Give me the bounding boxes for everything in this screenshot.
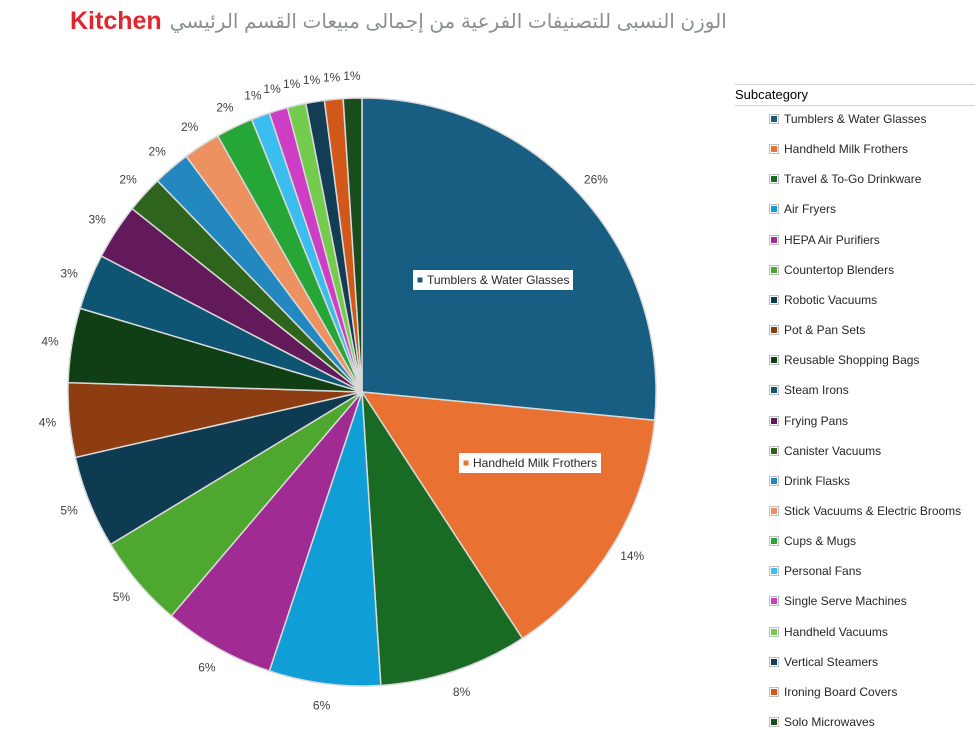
legend-swatch xyxy=(769,355,779,366)
legend-swatch xyxy=(769,234,779,245)
legend-swatch xyxy=(769,686,779,697)
legend-swatch xyxy=(769,415,779,426)
title-highlight: Kitchen xyxy=(70,6,162,35)
legend-label: Reusable Shopping Bags xyxy=(784,353,920,368)
pct-label-ironing-board-covers: 1% xyxy=(323,70,341,84)
pct-label-air-fryers: 6% xyxy=(313,698,331,712)
legend-item-reusable-shopping-bags: Reusable Shopping Bags xyxy=(769,352,920,368)
legend-label: Tumblers & Water Glasses xyxy=(784,112,927,126)
legend-swatch xyxy=(769,264,779,275)
pie-slice-solo-microwaves xyxy=(342,97,363,393)
pct-label-single-serve-machines: 1% xyxy=(263,82,281,96)
legend-title: Subcategory xyxy=(735,84,975,106)
pct-label-personal-fans: 1% xyxy=(244,88,262,102)
legend-item-handheld-milk-frothers: Handheld Milk Frothers xyxy=(769,141,909,157)
legend-label: Canister Vacuums xyxy=(784,443,882,458)
callout-label: Handheld Milk Frothers xyxy=(473,456,597,470)
legend-swatch xyxy=(769,536,779,547)
legend-swatch xyxy=(769,475,779,486)
legend-item-hepa-air-purifiers: HEPA Air Purifiers xyxy=(769,232,880,248)
pct-label-stick-vacuums-and-electric-brooms: 2% xyxy=(181,120,199,134)
pct-label-reusable-shopping-bags: 4% xyxy=(41,335,59,349)
legend-swatch xyxy=(769,204,779,215)
legend-label: Drink Flasks xyxy=(784,473,851,488)
legend-item-drink-flasks: Drink Flasks xyxy=(769,473,851,489)
legend-label: Ironing Board Covers xyxy=(784,684,898,699)
callout-handheld-milk-frothers: Handheld Milk Frothers xyxy=(459,453,601,473)
legend-swatch xyxy=(769,566,779,577)
legend-item-cups-and-mugs: Cups & Mugs xyxy=(769,533,857,549)
legend-swatch xyxy=(769,325,779,336)
pct-label-solo-microwaves: 1% xyxy=(343,69,361,83)
legend-swatch xyxy=(769,717,779,727)
legend-label: Solo Microwaves xyxy=(784,715,875,729)
pie-slice-travel-and-to-go-drinkware xyxy=(361,389,524,687)
legend-item-steam-irons: Steam Irons xyxy=(769,382,849,398)
legend-label: Robotic Vacuums xyxy=(784,292,878,307)
legend-label: HEPA Air Purifiers xyxy=(784,232,880,247)
legend-label: Cups & Mugs xyxy=(784,534,857,549)
pct-label-steam-irons: 3% xyxy=(60,266,78,280)
legend-swatch xyxy=(769,114,779,124)
chart-legend: Subcategory Tumblers & Water Glasses Hand… xyxy=(735,84,975,729)
pct-label-tumblers-and-water-glasses: 26% xyxy=(584,173,608,187)
pct-label-pot-and-pan-sets: 4% xyxy=(39,415,57,429)
legend-swatch xyxy=(769,144,779,155)
legend-swatch xyxy=(769,385,779,396)
legend-label: Single Serve Machines xyxy=(784,594,907,609)
legend-swatch xyxy=(769,656,779,667)
legend-item-ironing-board-covers: Ironing Board Covers xyxy=(769,684,898,700)
legend-item-air-fryers: Air Fryers xyxy=(769,201,836,217)
pct-label-cups-and-mugs: 2% xyxy=(216,100,234,114)
legend-swatch xyxy=(769,445,779,456)
legend-label: Personal Fans xyxy=(784,564,862,579)
legend-label: Vertical Steamers xyxy=(784,654,879,669)
legend-item-handheld-vacuums: Handheld Vacuums xyxy=(769,624,888,640)
pie-slice-tumblers-and-water-glasses xyxy=(361,97,657,422)
legend-item-robotic-vacuums: Robotic Vacuums xyxy=(769,292,878,308)
legend-swatch xyxy=(769,596,779,607)
legend-item-countertop-blenders: Countertop Blenders xyxy=(769,262,895,278)
legend-item-personal-fans: Personal Fans xyxy=(769,563,862,579)
pct-label-canister-vacuums: 2% xyxy=(119,173,137,187)
legend-label: Handheld Vacuums xyxy=(784,624,888,639)
legend-item-solo-microwaves: Solo Microwaves xyxy=(769,714,875,730)
pct-label-robotic-vacuums: 5% xyxy=(60,504,78,518)
pct-label-drink-flasks: 2% xyxy=(148,144,166,158)
legend-label: Stick Vacuums & Electric Brooms xyxy=(784,503,962,518)
legend-swatch xyxy=(769,505,779,516)
legend-item-vertical-steamers: Vertical Steamers xyxy=(769,654,879,670)
title-text: الوزن النسبى للتصنيفات الفرعية من إجمالى… xyxy=(169,10,727,33)
legend-swatch xyxy=(769,626,779,637)
legend-label: Countertop Blenders xyxy=(784,262,895,277)
legend-item-single-serve-machines: Single Serve Machines xyxy=(769,593,907,609)
legend-item-tumblers-and-water-glasses: Tumblers & Water Glasses xyxy=(769,111,927,127)
legend-swatch xyxy=(769,294,779,305)
legend-item-stick-vacuums-and-electric-brooms: Stick Vacuums & Electric Brooms xyxy=(769,503,962,519)
legend-label: Frying Pans xyxy=(784,413,849,428)
legend-item-frying-pans: Frying Pans xyxy=(769,413,849,429)
pie-chart: 26%14%8%6%6%5%5%4%4%3%3%2%2%2%2%1% 1% 1% 1%… xyxy=(39,69,657,712)
legend-label: Steam Irons xyxy=(784,383,849,398)
chart-title: Kitchen الوزن النسبى للتصنيفات الفرعية م… xyxy=(70,4,770,38)
legend-label: Pot & Pan Sets xyxy=(784,323,866,338)
legend-label: Handheld Milk Frothers xyxy=(784,142,909,157)
pct-label-countertop-blenders: 5% xyxy=(113,590,131,604)
legend-swatch xyxy=(769,174,779,185)
legend-item-pot-and-pan-sets: Pot & Pan Sets xyxy=(769,322,866,338)
pct-label-handheld-milk-frothers: 14% xyxy=(620,549,644,563)
legend-item-travel-and-to-go-drinkware: Travel & To-Go Drinkware xyxy=(769,171,922,187)
pct-label-hepa-air-purifiers: 6% xyxy=(198,660,216,674)
legend-item-canister-vacuums: Canister Vacuums xyxy=(769,443,882,459)
pct-label-handheld-vacuums: 1% xyxy=(283,77,301,91)
callout-label: Tumblers & Water Glasses xyxy=(427,273,569,287)
callout-tumblers-and-water-glasses: Tumblers & Water Glasses xyxy=(413,270,573,290)
legend-label: Air Fryers xyxy=(784,202,836,217)
pct-label-travel-and-to-go-drinkware: 8% xyxy=(453,685,471,699)
pct-label-vertical-steamers: 1% xyxy=(303,73,321,87)
pct-label-frying-pans: 3% xyxy=(88,213,106,227)
legend-label: Travel & To-Go Drinkware xyxy=(784,172,922,187)
